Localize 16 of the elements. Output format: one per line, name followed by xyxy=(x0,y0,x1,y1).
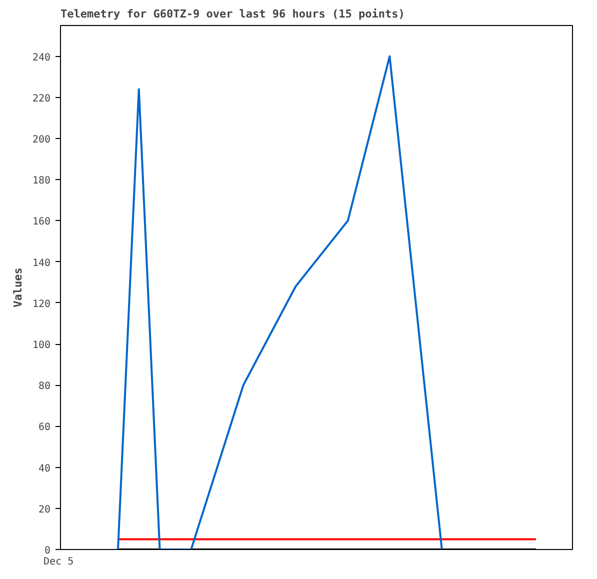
y-tick-label: 0 xyxy=(44,546,51,556)
y-tick-label: 60 xyxy=(38,422,51,434)
text: Dec 5 xyxy=(44,556,74,568)
y-tick-label: 140 xyxy=(32,258,50,269)
y-tick-label: 200 xyxy=(32,134,50,146)
y-tick-label: 80 xyxy=(38,381,51,392)
y-axis-title: Values xyxy=(11,268,24,308)
y-tick-label: 40 xyxy=(38,463,51,474)
y-tick-label: 120 xyxy=(32,298,50,310)
y-tick-label: 100 xyxy=(32,340,50,352)
y-tick-label: 20 xyxy=(38,504,51,516)
chart-title: Telemetry for G60TZ-9 over last 96 hours (15 points) xyxy=(60,8,405,20)
y-tick-label: 160 xyxy=(32,216,50,228)
y-tick-label: 240 xyxy=(32,52,50,64)
y-tick-label: 180 xyxy=(32,176,50,187)
y-tick-label: 220 xyxy=(32,93,50,104)
